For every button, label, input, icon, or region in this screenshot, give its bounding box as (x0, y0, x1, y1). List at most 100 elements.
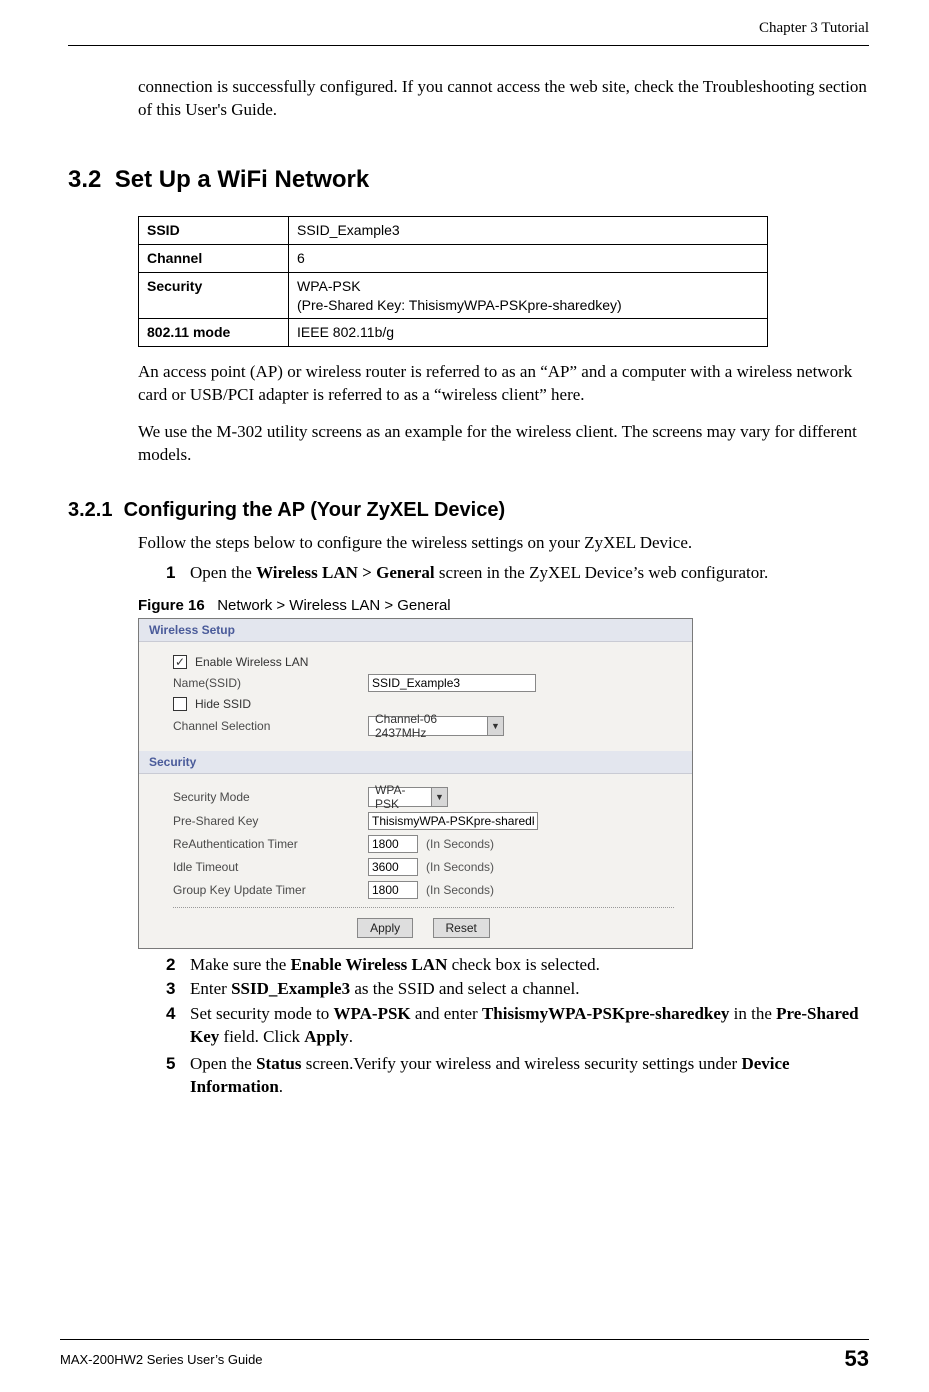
security-mode-value: WPA-PSK (369, 783, 431, 811)
ssid-input[interactable] (368, 674, 536, 692)
wireless-setup-title: Wireless Setup (139, 619, 692, 642)
hide-ssid-label: Hide SSID (195, 697, 251, 711)
text: Open the (190, 1054, 256, 1073)
idle-label: Idle Timeout (173, 860, 368, 874)
text: as the SSID and select a channel. (350, 979, 579, 998)
text: . (279, 1077, 283, 1096)
wireless-setup-body: ✓ Enable Wireless LAN Name(SSID) Hide SS… (139, 642, 692, 751)
body-paragraph: We use the M-302 utility screens as an e… (138, 421, 869, 467)
channel-row: Channel Selection Channel-06 2437MHz ▼ (173, 716, 674, 736)
text: Set security mode to (190, 1004, 334, 1023)
enable-wlan-label: Enable Wireless LAN (195, 655, 308, 669)
text: Enter (190, 979, 231, 998)
apply-button[interactable]: Apply (357, 918, 413, 938)
page: Chapter 3 Tutorial connection is success… (0, 0, 929, 1119)
text: in the (729, 1004, 776, 1023)
enable-wlan-row: ✓ Enable Wireless LAN (173, 655, 674, 669)
step-number: 4 (166, 1003, 190, 1049)
bold-text: Apply (304, 1027, 348, 1046)
channel-select[interactable]: Channel-06 2437MHz ▼ (368, 716, 504, 736)
security-mode-label: Security Mode (173, 790, 368, 804)
bold-text: ThisismyWPA-PSKpre-sharedkey (482, 1004, 729, 1023)
idle-row: Idle Timeout (In Seconds) (173, 858, 674, 876)
step-1-text: Open the Wireless LAN > General screen i… (190, 563, 869, 583)
enable-wlan-checkbox[interactable]: ✓ (173, 655, 187, 669)
text: Open the (190, 563, 256, 582)
security-mode-select[interactable]: WPA-PSK ▼ (368, 787, 448, 807)
seconds-suffix: (In Seconds) (426, 860, 494, 874)
step-5-text: Open the Status screen.Verify your wirel… (190, 1053, 869, 1099)
text: field. Click (219, 1027, 304, 1046)
table-label: Channel (139, 244, 289, 272)
bold-text: WPA-PSK (334, 1004, 411, 1023)
step-number: 1 (166, 563, 190, 583)
ssid-label: Name(SSID) (173, 676, 368, 690)
figure-caption-text: Network > Wireless LAN > General (217, 597, 450, 614)
group-input[interactable] (368, 881, 418, 899)
hide-ssid-checkbox[interactable] (173, 697, 187, 711)
table-value: SSID_Example3 (289, 216, 768, 244)
footer-guide-name: MAX-200HW2 Series User’s Guide (60, 1352, 263, 1367)
step-number: 3 (166, 979, 190, 999)
bold-text: Wireless LAN > General (256, 563, 435, 582)
chapter-header: Chapter 3 Tutorial (68, 20, 869, 37)
group-label: Group Key Update Timer (173, 883, 368, 897)
button-row: Apply Reset (173, 907, 674, 938)
security-body: Security Mode WPA-PSK ▼ Pre-Shared Key R… (139, 774, 692, 948)
header-rule (68, 45, 869, 46)
seconds-suffix: (In Seconds) (426, 837, 494, 851)
table-value: WPA-PSK (Pre-Shared Key: ThisismyWPA-PSK… (289, 272, 768, 319)
chevron-down-icon: ▼ (431, 788, 447, 806)
text: . (349, 1027, 353, 1046)
wifi-settings-table: SSID SSID_Example3 Channel 6 Security WP… (138, 216, 768, 347)
reauth-input[interactable] (368, 835, 418, 853)
table-label: 802.11 mode (139, 319, 289, 347)
step-2-text: Make sure the Enable Wireless LAN check … (190, 955, 869, 975)
section-title: Configuring the AP (Your ZyXEL Device) (124, 499, 506, 521)
screenshot-panel: Wireless Setup ✓ Enable Wireless LAN Nam… (138, 618, 693, 949)
bold-text: SSID_Example3 (231, 979, 350, 998)
bold-text: Enable Wireless LAN (291, 955, 448, 974)
channel-label: Channel Selection (173, 719, 368, 733)
channel-select-value: Channel-06 2437MHz (369, 712, 487, 740)
table-row: Channel 6 (139, 244, 768, 272)
idle-input[interactable] (368, 858, 418, 876)
ssid-row: Name(SSID) (173, 674, 674, 692)
page-footer: MAX-200HW2 Series User’s Guide 53 (60, 1339, 869, 1372)
figure-caption: Figure 16 Network > Wireless LAN > Gener… (138, 597, 869, 614)
section-3-2-1-heading: 3.2.1 Configuring the AP (Your ZyXEL Dev… (68, 499, 869, 522)
security-mode-row: Security Mode WPA-PSK ▼ (173, 787, 674, 807)
text: and enter (411, 1004, 482, 1023)
section-3-2-heading: 3.2 Set Up a WiFi Network (68, 166, 869, 194)
intro-paragraph: connection is successfully configured. I… (138, 76, 869, 122)
hide-ssid-row: Hide SSID (173, 697, 674, 711)
step-number: 2 (166, 955, 190, 975)
table-row: Security WPA-PSK (Pre-Shared Key: Thisis… (139, 272, 768, 319)
psk-label: Pre-Shared Key (173, 814, 368, 828)
step-number: 5 (166, 1053, 190, 1099)
table-label: SSID (139, 216, 289, 244)
section-title: Set Up a WiFi Network (115, 166, 369, 193)
step-4-text: Set security mode to WPA-PSK and enter T… (190, 1003, 869, 1049)
step-3-text: Enter SSID_Example3 as the SSID and sele… (190, 979, 869, 999)
psk-input[interactable] (368, 812, 538, 830)
bold-text: Status (256, 1054, 301, 1073)
group-row: Group Key Update Timer (In Seconds) (173, 881, 674, 899)
reset-button[interactable]: Reset (433, 918, 490, 938)
table-row: SSID SSID_Example3 (139, 216, 768, 244)
page-number: 53 (845, 1346, 869, 1372)
psk-row: Pre-Shared Key (173, 812, 674, 830)
body-paragraph: Follow the steps below to configure the … (138, 532, 869, 555)
reauth-row: ReAuthentication Timer (In Seconds) (173, 835, 674, 853)
table-value: 6 (289, 244, 768, 272)
body-paragraph: An access point (AP) or wireless router … (138, 361, 869, 407)
reauth-label: ReAuthentication Timer (173, 837, 368, 851)
security-title: Security (139, 751, 692, 774)
text: check box is selected. (447, 955, 599, 974)
figure-label: Figure 16 (138, 597, 205, 614)
section-num: 3.2 (68, 166, 101, 193)
table-label: Security (139, 272, 289, 319)
chevron-down-icon: ▼ (487, 717, 503, 735)
text: screen.Verify your wireless and wireless… (301, 1054, 741, 1073)
text: screen in the ZyXEL Device’s web configu… (435, 563, 769, 582)
